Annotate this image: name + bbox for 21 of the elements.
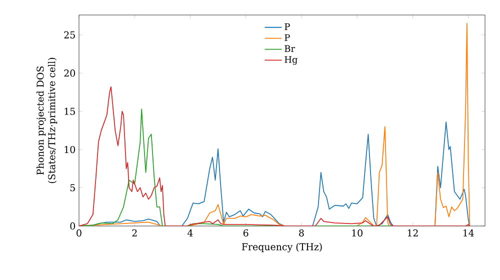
x-tick-label: 0 — [76, 229, 82, 237]
legend-label: Br — [284, 45, 296, 52]
y-tick-label: 20 — [64, 70, 76, 77]
x-tick-label: 14 — [463, 229, 474, 236]
x-tick-label: 2 — [132, 229, 137, 236]
x-tick-label: 12 — [408, 229, 418, 236]
x-tick-label: 4 — [188, 229, 193, 236]
x-axis-title: Frequency (THz) — [242, 243, 322, 252]
x-tick-label: 10 — [352, 229, 362, 237]
legend-label: P — [284, 34, 290, 41]
legend-label: Hg — [284, 56, 298, 65]
y-tick-label: 0 — [70, 222, 76, 230]
line-series — [79, 86, 470, 226]
x-tick-label: 8 — [299, 229, 304, 237]
y-axis-title: Phonon projected DOS (States/THz·primitive cell) — [36, 58, 58, 184]
y-tick-label: 15 — [64, 108, 75, 115]
y-tick-label: 10 — [64, 146, 76, 154]
y-tick-label: 25 — [64, 31, 75, 38]
y-tick-label: 5 — [70, 184, 75, 192]
x-tick-label: 6 — [243, 229, 248, 237]
legend-label: P — [284, 23, 290, 30]
